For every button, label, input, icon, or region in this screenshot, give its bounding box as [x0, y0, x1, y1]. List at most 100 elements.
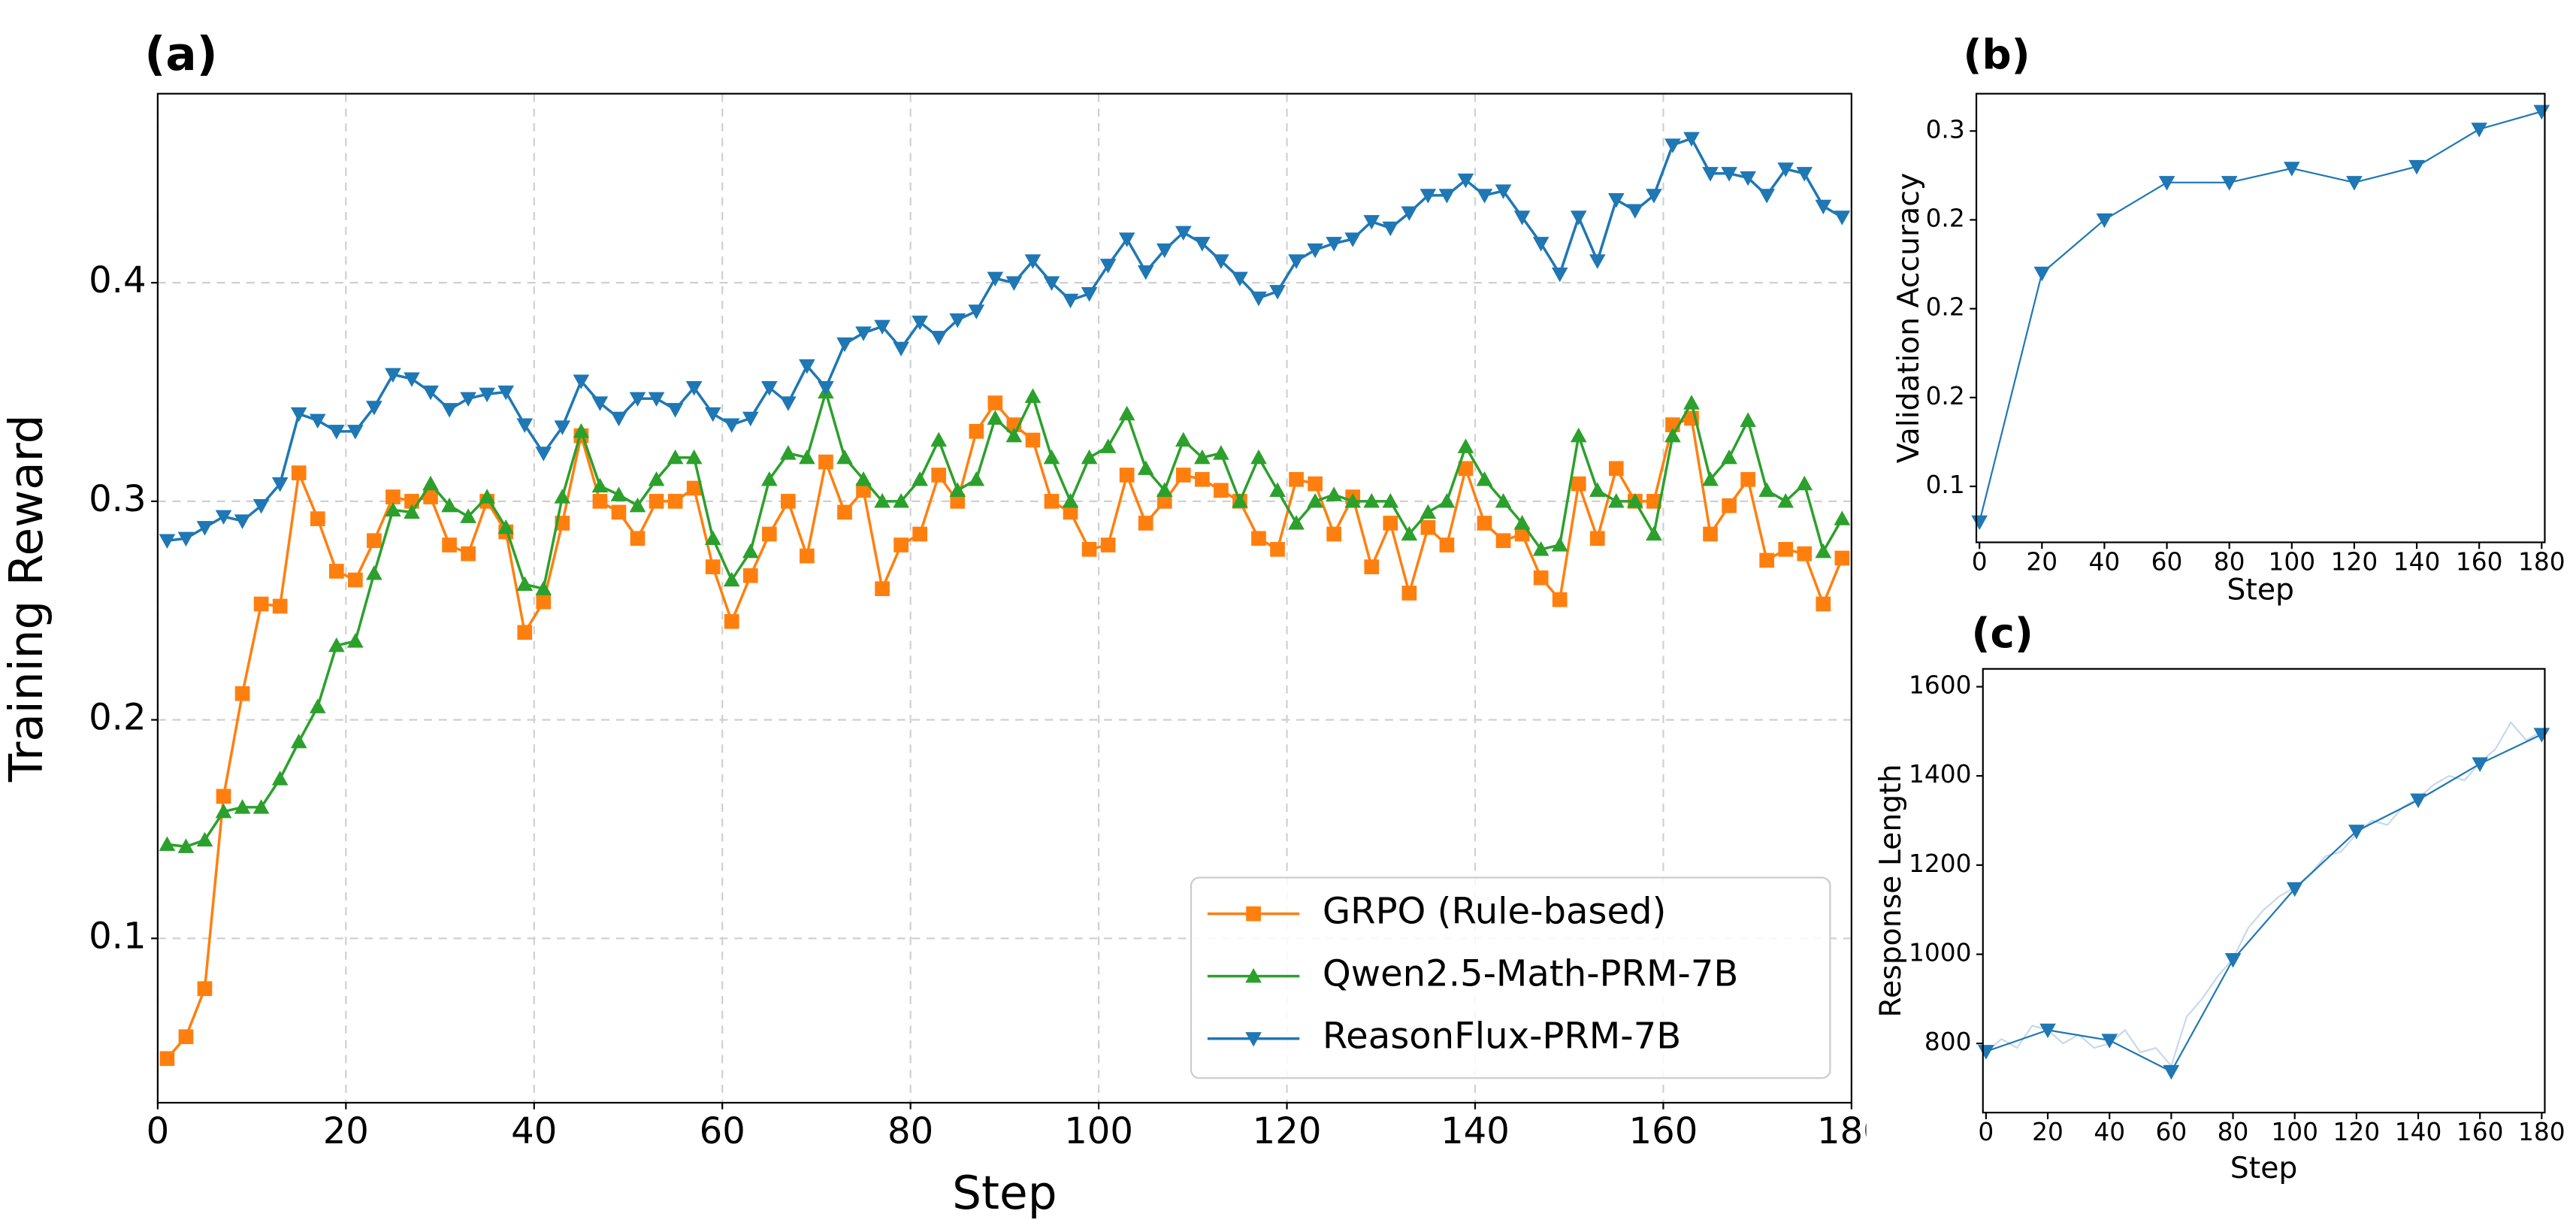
- marker: [1796, 475, 1813, 491]
- marker: [987, 271, 1004, 287]
- marker: [704, 530, 721, 545]
- marker: [196, 831, 213, 847]
- panel-title: (c): [1971, 609, 2033, 657]
- x-tick-label: 160: [1629, 1110, 1698, 1152]
- marker: [1245, 967, 1262, 983]
- marker: [611, 504, 627, 520]
- marker: [648, 392, 665, 407]
- marker: [347, 633, 364, 648]
- marker: [1439, 537, 1455, 552]
- marker: [1476, 471, 1493, 486]
- marker: [760, 381, 778, 396]
- y-tick-label: 0.3: [89, 478, 146, 520]
- marker: [1232, 271, 1248, 287]
- marker: [1195, 471, 1210, 487]
- marker: [1758, 189, 1775, 204]
- marker: [1363, 493, 1380, 508]
- marker: [1025, 432, 1041, 448]
- marker: [1005, 427, 1023, 443]
- marker: [1213, 254, 1229, 269]
- marker: [2163, 1064, 2180, 1080]
- x-tick-label: 180: [2518, 547, 2565, 576]
- marker: [1363, 215, 1380, 230]
- marker: [2471, 123, 2488, 138]
- marker: [742, 568, 758, 583]
- x-tick-label: 40: [2089, 547, 2121, 576]
- marker: [517, 625, 533, 640]
- marker: [234, 686, 250, 701]
- marker: [855, 471, 872, 486]
- marker: [724, 613, 739, 629]
- marker: [2533, 728, 2550, 743]
- y-tick-label: 0.1: [1926, 471, 1965, 499]
- marker: [516, 418, 534, 433]
- marker: [1759, 552, 1775, 568]
- marker: [1457, 173, 1474, 189]
- marker: [460, 508, 476, 523]
- marker: [1796, 167, 1813, 182]
- marker: [893, 493, 909, 508]
- x-axis-label: Step: [2230, 1151, 2298, 1185]
- x-tick-label: 120: [1253, 1110, 1322, 1152]
- marker: [2221, 176, 2238, 191]
- x-tick-label: 180: [1817, 1110, 1886, 1152]
- marker: [385, 489, 401, 504]
- marker: [818, 454, 833, 470]
- series-line: [1979, 110, 2542, 522]
- marker: [1740, 412, 1756, 427]
- panel-b: 0 20 40 60 80 100 120 140 160 180 0.1 0.2 0.2 0.2 0.3 (…: [1891, 31, 2565, 607]
- marker: [1721, 449, 1737, 465]
- marker: [2410, 793, 2426, 809]
- marker: [837, 504, 852, 520]
- marker: [780, 445, 797, 460]
- y-tick-label: 1400: [1909, 760, 1971, 789]
- panel-title: (a): [144, 28, 217, 81]
- marker: [1251, 531, 1266, 546]
- marker: [761, 526, 777, 542]
- marker: [328, 564, 344, 579]
- marker: [196, 521, 213, 536]
- marker: [1552, 592, 1568, 607]
- marker: [1721, 167, 1737, 182]
- marker: [1156, 494, 1172, 509]
- y-axis-label: Training Reward: [0, 414, 53, 783]
- marker: [1245, 1032, 1262, 1047]
- marker: [1646, 494, 1661, 509]
- marker: [290, 733, 307, 749]
- marker: [705, 559, 721, 574]
- x-tick-label: 0: [1978, 1118, 1994, 1146]
- x-tick-label: 100: [2271, 1118, 2318, 1146]
- marker: [1816, 596, 1831, 612]
- marker: [667, 449, 684, 465]
- series-line: [167, 137, 1843, 542]
- marker: [686, 480, 702, 496]
- marker: [1797, 546, 1813, 562]
- x-tick-label: 100: [2269, 547, 2316, 576]
- marker: [1081, 449, 1098, 465]
- marker: [1024, 254, 1042, 269]
- marker: [177, 838, 195, 853]
- marker: [554, 420, 571, 435]
- marker: [1307, 493, 1323, 508]
- x-tick-label: 20: [2032, 1118, 2064, 1146]
- marker: [1476, 189, 1493, 204]
- marker: [874, 319, 890, 335]
- marker: [856, 483, 871, 498]
- marker: [874, 493, 890, 508]
- marker: [1401, 586, 1417, 601]
- marker: [479, 489, 495, 504]
- marker: [1532, 237, 1550, 252]
- marker: [1438, 189, 1456, 204]
- marker: [591, 477, 609, 493]
- y-tick-label: 0.3: [1926, 115, 1965, 144]
- marker: [968, 304, 985, 319]
- marker: [1081, 542, 1097, 557]
- marker: [1062, 293, 1079, 309]
- marker: [1156, 482, 1173, 498]
- marker: [252, 499, 270, 514]
- x-axis-label: Step: [2227, 573, 2294, 607]
- marker: [2033, 266, 2051, 282]
- marker: [1194, 449, 1211, 465]
- marker: [328, 425, 345, 440]
